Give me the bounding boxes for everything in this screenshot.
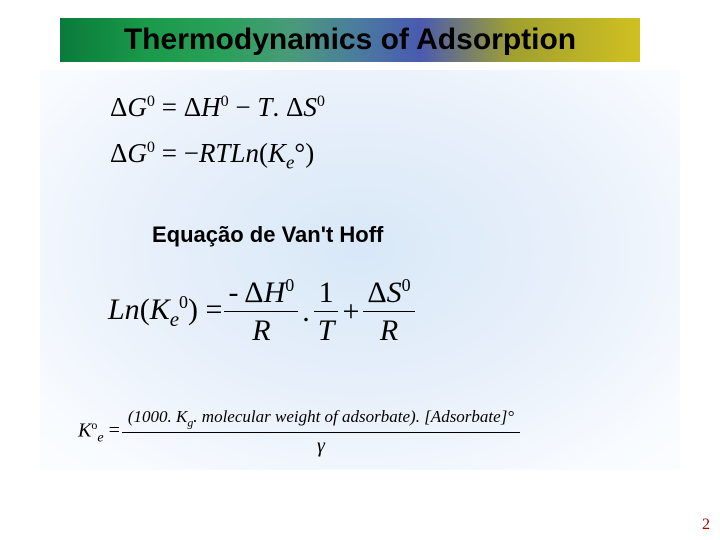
dot: . — [272, 92, 286, 122]
sym-Ln: Ln — [108, 293, 140, 326]
sym-K: K — [78, 420, 91, 442]
delta: Δ — [244, 276, 263, 309]
plus: + — [340, 295, 361, 329]
sup-0b: 0 — [221, 92, 229, 110]
sup-0c: 0 — [317, 92, 325, 110]
sup-0: 0 — [285, 275, 294, 295]
equals: = — [155, 92, 184, 122]
sym-R: R — [363, 312, 414, 347]
delta3: Δ — [286, 92, 303, 122]
page-number: 2 — [702, 516, 710, 534]
sym-K: K — [268, 138, 286, 168]
delta2: Δ — [184, 92, 201, 122]
frac-dS-R: ΔS0 R — [363, 276, 414, 347]
sym-S: S — [387, 276, 402, 309]
frac-dH-R: - ΔH0 R — [224, 276, 298, 347]
equation-gibbs-ln: ΔG0 = −RTLn(Ke°) — [110, 138, 314, 174]
sup-0: 0 — [147, 138, 155, 156]
num-part1: (1000. K — [128, 407, 188, 426]
equation-Ke-definition: Koe = (1000. Kg. molecular weight of ads… — [78, 408, 628, 457]
lparen: ( — [259, 138, 268, 168]
frac-Ke: (1000. Kg. molecular weight of adsorbate… — [122, 408, 520, 457]
degree: ° — [294, 138, 305, 168]
minus: − — [229, 92, 258, 122]
subheading-vant-hoff: Equação de Van't Hoff — [152, 222, 383, 248]
sym-T: T — [257, 92, 272, 122]
equals: = — [198, 293, 222, 326]
page-title: Thermodynamics of Adsorption — [124, 23, 576, 56]
sym-G: G — [127, 92, 147, 122]
sym-T: T — [314, 312, 339, 347]
dot: . — [300, 295, 312, 329]
neg: - — [228, 276, 244, 309]
num-1: 1 — [314, 276, 339, 312]
delta: Δ — [110, 138, 127, 168]
sym-H: H — [201, 92, 221, 122]
equation-vant-hoff: Ln(Ke0) = - ΔH0 R . 1 T + ΔS0 R — [108, 276, 508, 347]
sym-G: G — [127, 138, 147, 168]
equation-gibbs: ΔG0 = ΔH0 − T. ΔS0 — [110, 92, 325, 123]
sym-H: H — [264, 276, 286, 309]
sym-gamma: γ — [122, 433, 520, 457]
sym-RT: RT — [199, 138, 231, 168]
sup-0: 0 — [147, 92, 155, 110]
sup-0: 0 — [179, 292, 188, 312]
sym-R: R — [224, 312, 298, 347]
num-part2: . molecular weight of adsorbate). [Adsor… — [193, 407, 514, 426]
title-bar: Thermodynamics of Adsorption — [60, 18, 640, 62]
sup-0: 0 — [402, 275, 411, 295]
sub-e: e — [170, 307, 179, 331]
frac-1-T: 1 T — [314, 276, 339, 347]
equals-neg: = − — [155, 138, 199, 168]
rparen: ) — [305, 138, 314, 168]
equals: = — [104, 420, 120, 442]
sym-S: S — [303, 92, 317, 122]
sym-K: K — [150, 293, 170, 326]
sym-Ln: Ln — [230, 138, 259, 168]
delta: Δ — [110, 92, 127, 122]
delta: Δ — [367, 276, 386, 309]
